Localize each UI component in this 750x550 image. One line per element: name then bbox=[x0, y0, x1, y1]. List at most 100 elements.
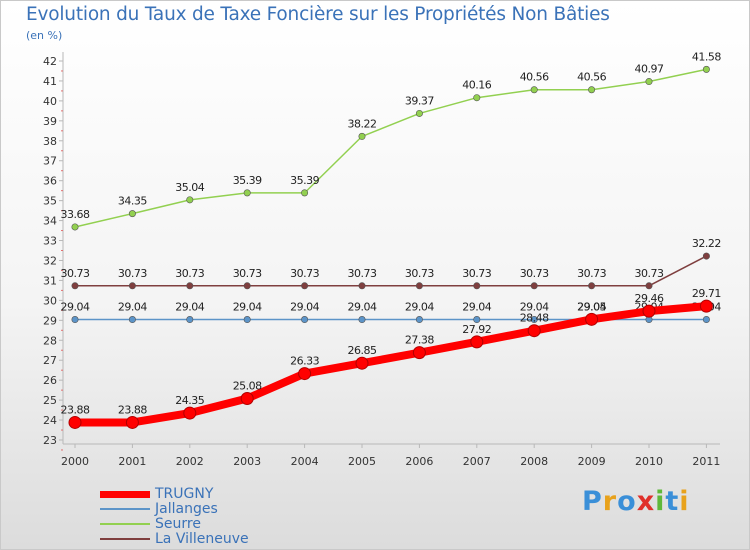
series-line-la-villeneuve bbox=[74, 255, 708, 287]
y-tick-label: 30 bbox=[43, 294, 57, 307]
logo-letter: o bbox=[617, 486, 637, 517]
data-label-trugny: 25.08 bbox=[233, 380, 262, 393]
data-point-seurre bbox=[71, 223, 79, 231]
data-point-trugny bbox=[298, 367, 312, 381]
data-point-la-villeneuve bbox=[415, 282, 423, 290]
data-point-trugny bbox=[699, 299, 713, 313]
data-label-seurre: 39.37 bbox=[405, 94, 434, 107]
x-tick-label: 2008 bbox=[520, 455, 548, 468]
legend-item-seurre: Seurre bbox=[100, 516, 300, 532]
legend-swatch-seurre bbox=[100, 523, 150, 525]
data-label-la-villeneuve: 30.73 bbox=[462, 267, 491, 280]
data-label-trugny: 29.05 bbox=[577, 300, 606, 313]
data-point-la-villeneuve bbox=[128, 282, 136, 290]
logo-letter: r bbox=[602, 486, 618, 517]
data-label-trugny: 29.46 bbox=[635, 292, 664, 305]
data-point-la-villeneuve bbox=[358, 282, 366, 290]
data-label-seurre: 33.68 bbox=[61, 208, 90, 221]
data-label-trugny: 28.48 bbox=[520, 312, 549, 325]
data-label-jallanges: 29.04 bbox=[348, 301, 377, 314]
data-point-seurre bbox=[358, 132, 366, 140]
legend-swatch-jallanges bbox=[100, 508, 150, 510]
logo-letter: t bbox=[665, 486, 680, 517]
y-axis-unit-label: (en %) bbox=[26, 29, 63, 42]
y-tick-label: 37 bbox=[43, 155, 57, 168]
legend-label-la-villeneuve: La Villeneuve bbox=[155, 531, 249, 547]
data-point-jallanges bbox=[301, 316, 309, 324]
data-point-seurre bbox=[243, 189, 251, 197]
data-point-seurre bbox=[473, 94, 481, 102]
data-label-jallanges: 29.04 bbox=[175, 301, 204, 314]
data-point-jallanges bbox=[415, 316, 423, 324]
series-line-seurre bbox=[74, 68, 708, 228]
logo-letter: i bbox=[655, 486, 666, 517]
data-label-la-villeneuve: 30.73 bbox=[118, 267, 147, 280]
data-point-jallanges bbox=[186, 316, 194, 324]
data-label-jallanges: 29.04 bbox=[290, 301, 319, 314]
logo-letter: i bbox=[679, 486, 690, 517]
data-label-trugny: 23.88 bbox=[61, 403, 90, 416]
data-label-trugny: 26.33 bbox=[290, 355, 319, 368]
data-point-la-villeneuve bbox=[186, 282, 194, 290]
data-point-jallanges bbox=[128, 316, 136, 324]
legend-label-trugny: TRUGNY bbox=[155, 486, 214, 502]
logo-letter: P bbox=[582, 486, 603, 517]
data-label-la-villeneuve: 32.22 bbox=[692, 237, 721, 250]
data-label-seurre: 38.22 bbox=[348, 117, 377, 130]
data-point-trugny bbox=[240, 392, 254, 406]
data-point-la-villeneuve bbox=[473, 282, 481, 290]
x-tick-label: 2009 bbox=[578, 455, 606, 468]
data-label-jallanges: 29.04 bbox=[233, 301, 262, 314]
data-label-la-villeneuve: 30.73 bbox=[405, 267, 434, 280]
data-label-jallanges: 29.04 bbox=[462, 301, 491, 314]
data-label-jallanges: 29.04 bbox=[520, 301, 549, 314]
data-label-seurre: 41.58 bbox=[692, 50, 721, 63]
data-point-seurre bbox=[415, 109, 423, 117]
data-label-seurre: 34.35 bbox=[118, 195, 147, 208]
x-tick-label: 2005 bbox=[348, 455, 376, 468]
chart-title: Evolution du Taux de Taxe Foncière sur l… bbox=[26, 4, 610, 25]
legend-item-jallanges: Jallanges bbox=[100, 501, 300, 517]
y-tick-label: 36 bbox=[43, 175, 57, 188]
y-tick-label: 28 bbox=[43, 334, 57, 347]
data-label-seurre: 35.39 bbox=[233, 174, 262, 187]
y-tick-label: 41 bbox=[43, 75, 57, 88]
y-tick-label: 39 bbox=[43, 115, 57, 128]
data-point-la-villeneuve bbox=[530, 282, 538, 290]
data-label-trugny: 23.88 bbox=[118, 403, 147, 416]
y-tick-label: 31 bbox=[43, 274, 57, 287]
data-point-la-villeneuve bbox=[71, 282, 79, 290]
x-tick-label: 2006 bbox=[405, 455, 433, 468]
y-tick-label: 42 bbox=[43, 55, 57, 68]
data-label-jallanges: 29.04 bbox=[577, 301, 606, 314]
y-tick-label: 35 bbox=[43, 195, 57, 208]
legend-swatch-trugny bbox=[100, 491, 150, 498]
x-tick-label: 2002 bbox=[176, 455, 204, 468]
data-point-la-villeneuve bbox=[588, 282, 596, 290]
proxiti-logo: Proxiti bbox=[582, 486, 690, 517]
data-point-trugny bbox=[585, 312, 599, 326]
data-point-jallanges bbox=[71, 316, 79, 324]
data-point-la-villeneuve bbox=[243, 282, 251, 290]
legend-label-seurre: Seurre bbox=[155, 516, 201, 532]
data-point-seurre bbox=[301, 189, 309, 197]
x-tick-label: 2004 bbox=[291, 455, 319, 468]
y-tick-label: 23 bbox=[43, 434, 57, 447]
data-point-la-villeneuve bbox=[702, 252, 710, 260]
data-label-la-villeneuve: 30.73 bbox=[61, 267, 90, 280]
data-point-jallanges bbox=[702, 316, 710, 324]
x-tick-label: 2010 bbox=[635, 455, 663, 468]
data-point-seurre bbox=[645, 78, 653, 86]
data-point-trugny bbox=[642, 304, 656, 318]
y-tick-label: 29 bbox=[43, 314, 57, 327]
y-tick-label: 25 bbox=[43, 394, 57, 407]
legend-item-trugny: TRUGNY bbox=[100, 486, 300, 502]
data-label-la-villeneuve: 30.73 bbox=[348, 267, 377, 280]
y-tick-label: 26 bbox=[43, 374, 57, 387]
data-point-trugny bbox=[125, 415, 139, 429]
data-label-trugny: 27.92 bbox=[462, 323, 491, 336]
y-tick-label: 40 bbox=[43, 95, 57, 108]
data-label-seurre: 40.56 bbox=[520, 71, 549, 84]
